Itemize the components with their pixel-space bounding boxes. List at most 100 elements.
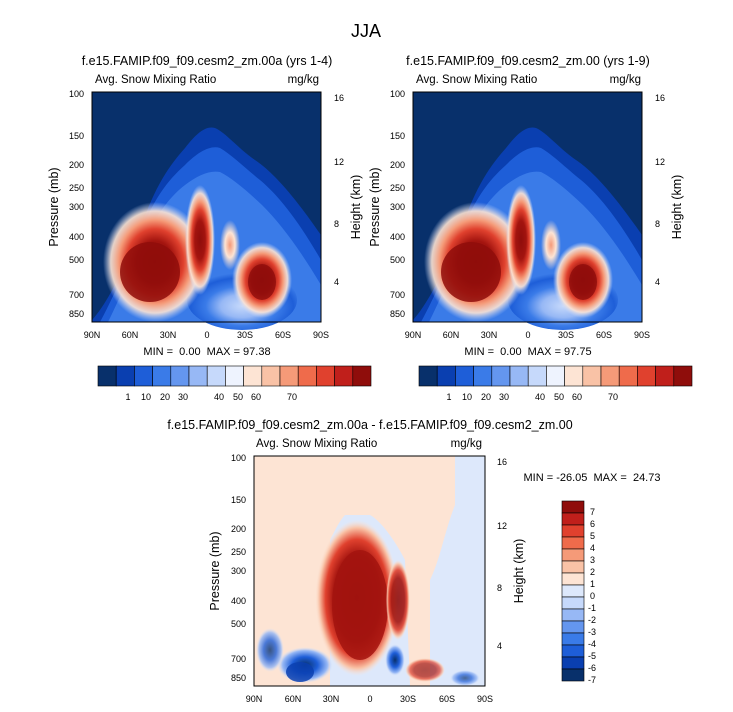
panel-2-colorbar-swatch <box>527 365 547 387</box>
panel-3-ytick-label: 150 <box>231 495 246 505</box>
panel-2-colorbar-swatch <box>509 365 529 387</box>
panel-3-xtick-label: 30S <box>400 694 416 704</box>
panel-1-xtick-label: 90N <box>84 330 101 340</box>
panel-2-colorbar-swatch <box>673 365 693 387</box>
panel-3-plot <box>253 455 486 687</box>
panel-2-colorbar-label: 70 <box>608 392 618 402</box>
panel-1-height-tick-label: 16 <box>334 93 344 103</box>
panel-1-subtitle-left: Avg. Snow Mixing Ratio <box>95 74 216 86</box>
panel-2-colorbar-swatch <box>655 365 675 387</box>
panel-1-left-axis: 100 150 200 250 300 400 500 700 850 <box>69 89 84 319</box>
panel-2-xtick-label: 30N <box>481 330 498 340</box>
panel-3-subtitle-right: mg/kg <box>451 438 482 450</box>
panel-1-xtick-label: 60S <box>275 330 291 340</box>
panel-2-colorbar-label: 10 <box>462 392 472 402</box>
panel-3-right-axis: 16 12 8 4 <box>497 457 507 651</box>
panel-1-stats: MIN = 0.00 MAX = 97.38 <box>143 346 270 358</box>
panel-3-colorbar-label: -1 <box>588 603 596 613</box>
panel-2-colorbar-swatch <box>473 365 493 387</box>
panel-3-ytick-label: 250 <box>231 547 246 557</box>
panel-2-xtick-label: 60N <box>443 330 460 340</box>
panel-3-colorbar-swatch <box>561 620 585 634</box>
panel-1-colorbar-swatch <box>334 365 354 387</box>
panel-1-ytick-label: 100 <box>69 89 84 99</box>
panel-2-colorbar-swatch <box>455 365 474 387</box>
panel-1-colorbar-label: 50 <box>233 392 243 402</box>
panel-3-colorbar-label: 5 <box>590 531 595 541</box>
panel-1-colorbar-label: 1 <box>125 392 130 402</box>
panel-1-height-tick-label: 8 <box>334 219 339 229</box>
panel-2-colorbar-label: 30 <box>499 392 509 402</box>
panel-3-colorbar-swatch <box>561 512 585 526</box>
panel-3-colorbar-swatch <box>561 584 585 598</box>
panel-2-colorbar-label: 1 <box>446 392 451 402</box>
panel-2-colorbar <box>418 365 693 387</box>
panel-3-colorbar-label: 6 <box>590 519 595 529</box>
panel-3-xtick-label: 30N <box>323 694 340 704</box>
panel-3-colorbar-swatch <box>561 536 585 550</box>
panel-1-colorbar-swatch <box>297 365 317 387</box>
panel-2-height-tick-label: 8 <box>655 219 660 229</box>
panel-3-colorbar-swatch <box>561 548 585 562</box>
panel-1-colorbar-swatch <box>206 365 226 387</box>
panel-3-colorbar-label: 3 <box>590 555 595 565</box>
panel-1-colorbar-swatch <box>225 365 244 387</box>
panel-2-height-tick-label: 16 <box>655 93 665 103</box>
panel-2: f.e15.FAMIP.f09_f09.cesm2_zm.00 (yrs 1-9… <box>368 54 693 402</box>
panel-1-colorbar-label: 10 <box>141 392 151 402</box>
panel-3: f.e15.FAMIP.f09_f09.cesm2_zm.00a - f.e15… <box>167 418 660 704</box>
panel-3-ytick-label: 400 <box>231 596 246 606</box>
panel-3-ytick-label: 500 <box>231 619 246 629</box>
panel-2-title: f.e15.FAMIP.f09_f09.cesm2_zm.00 (yrs 1-9… <box>406 54 650 68</box>
panel-2-plot <box>412 91 643 330</box>
panel-3-height-tick-label: 12 <box>497 521 507 531</box>
panel-3-colorbar-swatch <box>561 524 585 538</box>
panel-3-height-tick-label: 16 <box>497 457 507 467</box>
panel-3-colorbar-swatch <box>561 644 585 658</box>
panel-1-colorbar-label: 30 <box>178 392 188 402</box>
panel-3-colorbar-label: 1 <box>590 579 595 589</box>
panel-3-title: f.e15.FAMIP.f09_f09.cesm2_zm.00a - f.e15… <box>167 418 572 432</box>
panel-2-right-axis: 16 12 8 4 <box>655 93 665 287</box>
panel-1-colorbar-swatch <box>261 365 281 387</box>
panel-1-ytick-label: 150 <box>69 131 84 141</box>
figure-title: JJA <box>351 21 381 41</box>
panel-3-ytick-label: 300 <box>231 566 246 576</box>
panel-2-colorbar-label: 40 <box>535 392 545 402</box>
panel-2-colorbar-swatch <box>436 365 456 387</box>
panel-1-colorbar-swatch <box>279 365 299 387</box>
panel-1-ytick-label: 300 <box>69 202 84 212</box>
panel-1-colorbar-label: 20 <box>160 392 170 402</box>
panel-1-colorbar-swatch <box>115 365 135 387</box>
panel-3-colorbar-label: -7 <box>588 675 596 685</box>
panel-3-colorbar-swatch <box>561 500 585 514</box>
panel-1-xtick-label: 90S <box>313 330 329 340</box>
panel-2-ytick-label: 700 <box>390 290 405 300</box>
panel-3-ytick-label: 850 <box>231 673 246 683</box>
panel-3-xtick-label: 60N <box>285 694 302 704</box>
panel-1-colorbar-label: 70 <box>287 392 297 402</box>
panel-3-xtick-label: 90N <box>246 694 263 704</box>
panel-2-colorbar-label: 60 <box>572 392 582 402</box>
panel-2-colorbar-swatch <box>491 365 511 387</box>
panel-2-height-tick-label: 4 <box>655 277 660 287</box>
panel-1-colorbar-label: 40 <box>214 392 224 402</box>
panel-2-colorbar-label: 50 <box>554 392 564 402</box>
panel-2-ytick-label: 150 <box>390 131 405 141</box>
panel-2-colorbar-swatch <box>582 365 602 387</box>
panel-2-colorbar-swatch <box>637 365 656 387</box>
panel-3-colorbar-swatch <box>561 632 585 646</box>
panel-2-subtitle-left: Avg. Snow Mixing Ratio <box>416 74 537 86</box>
panel-3-colorbar-label: -5 <box>588 651 596 661</box>
panel-3-colorbar-swatch <box>561 668 585 682</box>
panel-2-xtick-label: 90N <box>405 330 422 340</box>
panel-3-xtick-label: 60S <box>439 694 455 704</box>
panel-2-colorbar-label: 20 <box>481 392 491 402</box>
panel-2-ytick-label: 300 <box>390 202 405 212</box>
panel-3-xtick-label: 0 <box>367 694 372 704</box>
panel-3-colorbar-swatch <box>561 560 585 574</box>
panel-2-ytick-label: 250 <box>390 183 405 193</box>
panel-1-xtick-label: 60N <box>122 330 139 340</box>
panel-3-ytick-label: 100 <box>231 453 246 463</box>
panel-1-title: f.e15.FAMIP.f09_f09.cesm2_zm.00a (yrs 1-… <box>82 54 333 68</box>
